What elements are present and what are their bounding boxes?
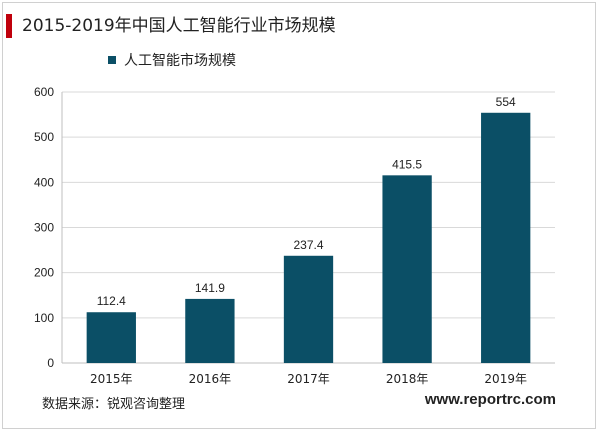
bar <box>283 255 334 363</box>
x-tick-label: 2019年 <box>484 372 527 386</box>
bar <box>382 175 432 363</box>
legend-swatch <box>108 56 116 64</box>
y-tick-label: 500 <box>34 130 54 144</box>
y-tick-label: 400 <box>34 175 54 189</box>
data-label: 415.5 <box>392 157 422 171</box>
bar <box>481 112 531 363</box>
legend: 人工智能市场规模 <box>108 50 236 70</box>
data-label: 112.4 <box>97 294 126 308</box>
bar <box>185 298 235 363</box>
x-tick-label: 2016年 <box>189 372 232 386</box>
data-label: 141.9 <box>195 281 225 295</box>
y-tick-label: 0 <box>47 356 54 370</box>
x-tick-label: 2015年 <box>90 372 133 386</box>
website-url: www.reportrc.com <box>424 391 556 408</box>
legend-label: 人工智能市场规模 <box>124 53 236 69</box>
x-tick-label: 2018年 <box>386 372 429 386</box>
y-tick-label: 600 <box>34 85 54 99</box>
chart-title: 2015-2019年中国人工智能行业市场规模 <box>22 16 336 36</box>
bar <box>86 312 136 363</box>
data-label: 237.4 <box>293 238 323 252</box>
y-tick-label: 300 <box>34 221 54 235</box>
data-label: 554 <box>496 95 516 109</box>
data-source: 数据来源：锐观咨询整理 <box>42 397 186 412</box>
x-tick-label: 2017年 <box>287 372 330 386</box>
y-tick-label: 200 <box>34 266 54 280</box>
title-accent-bar <box>6 14 12 38</box>
y-tick-label: 100 <box>34 311 54 325</box>
